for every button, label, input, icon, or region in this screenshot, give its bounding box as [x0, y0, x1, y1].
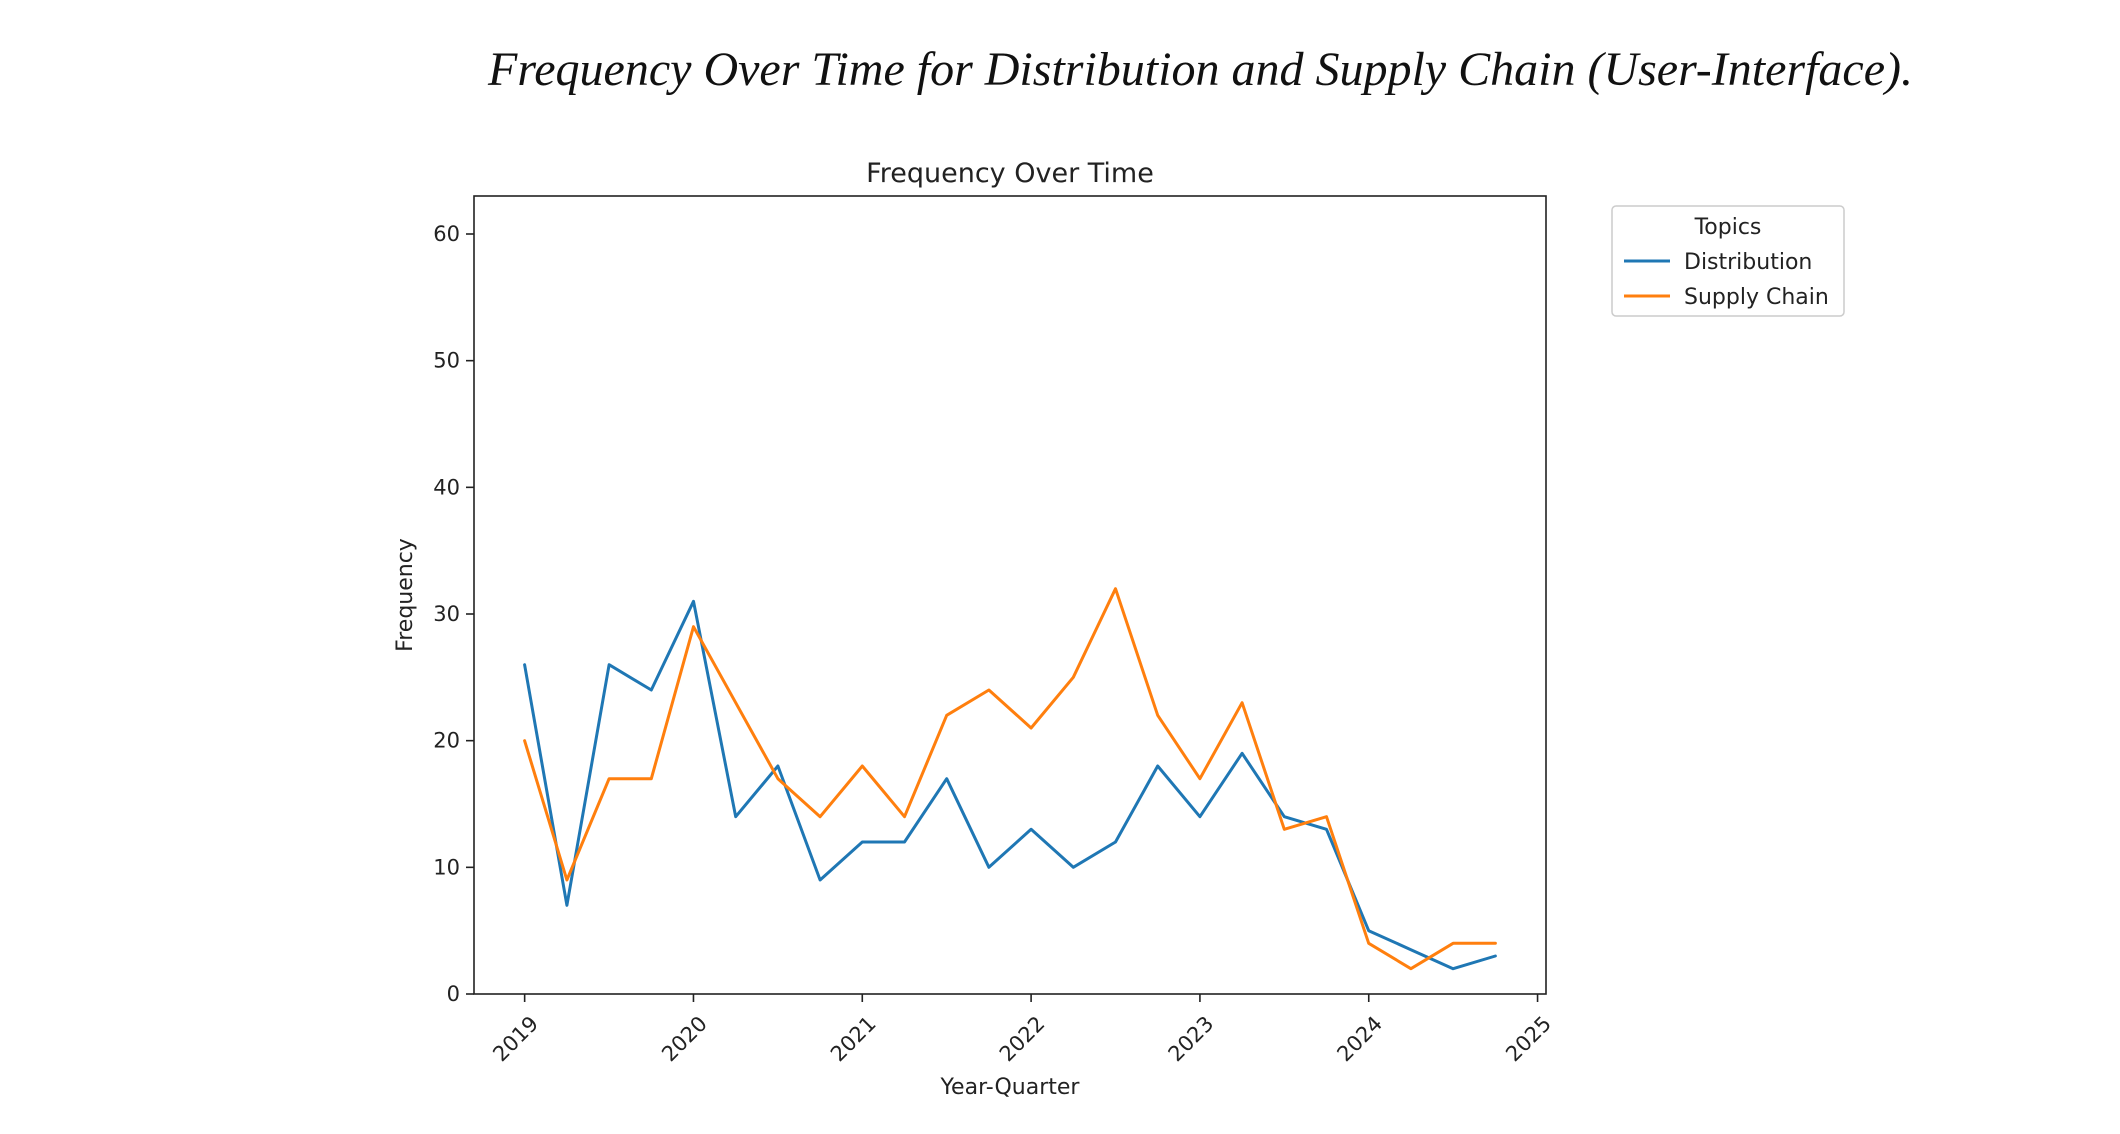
figure-caption: Frequency Over Time for Distribution and… [488, 43, 1914, 96]
legend-title: Topics [1694, 215, 1762, 240]
y-tick-label: 60 [433, 222, 460, 246]
axes-frame [473, 195, 1547, 995]
series-line-distribution [523, 599, 1497, 971]
x-tick-label: 2020 [657, 1011, 712, 1066]
x-tick-label: 2019 [488, 1011, 543, 1066]
legend-box [1611, 205, 1845, 317]
x-tick-label: 2022 [995, 1011, 1050, 1066]
x-tick-label: 2024 [1332, 1011, 1387, 1066]
x-tick-label: 2025 [1501, 1011, 1556, 1066]
x-tick-label: 2023 [1164, 1011, 1219, 1066]
y-tick-label: 10 [433, 855, 460, 879]
plot-area: 0 10 20 30 40 50 60 2019 2020 2021 2022 2023 2024 202… [433, 195, 1556, 1066]
y-tick-label: 20 [433, 729, 460, 753]
legend: Topics Distribution Supply Chain [1611, 205, 1845, 317]
y-axis-label: Frequency [393, 538, 418, 652]
chart-title: Frequency Over Time [866, 158, 1154, 189]
x-axis-label: Year-Quarter [940, 1075, 1081, 1100]
y-tick-label: 50 [433, 349, 460, 373]
series-line-supply-chain [523, 587, 1497, 971]
y-tick-label: 40 [433, 475, 460, 499]
y-tick-label: 30 [433, 602, 460, 626]
y-tick-label: 0 [447, 982, 460, 1006]
x-tick-label: 2021 [826, 1011, 881, 1066]
legend-label-supply-chain: Supply Chain [1684, 285, 1829, 310]
legend-label-distribution: Distribution [1684, 250, 1812, 275]
